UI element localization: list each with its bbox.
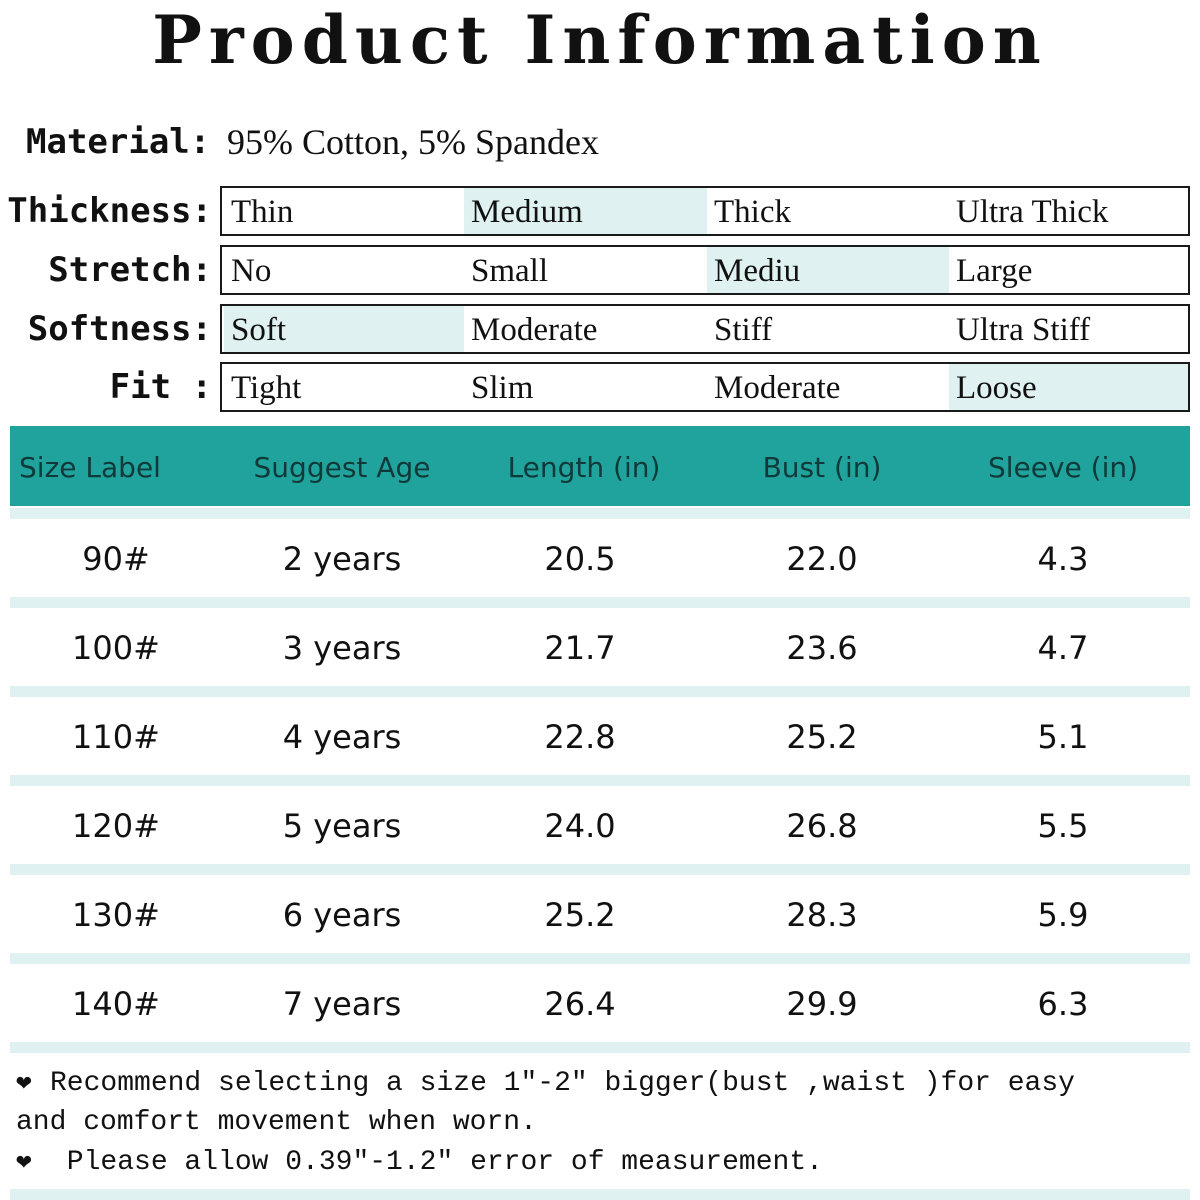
row-divider <box>10 686 1190 697</box>
table-row: 130# 6 years 25.2 28.3 5.9 <box>10 875 1190 953</box>
note-line-3: ❤ Please allow 0.39″-1.2″ error of measu… <box>16 1143 823 1182</box>
row-divider <box>10 775 1190 786</box>
attribute-label: Stretch: <box>48 250 212 290</box>
attribute-label: Softness: <box>27 309 212 349</box>
table-cell: 110# <box>72 718 160 756</box>
table-cell: 4.3 <box>1037 540 1089 578</box>
attribute-options: Soft Moderate Stiff Ultra Stiff <box>220 304 1190 354</box>
attribute-option: Moderate <box>714 370 841 406</box>
table-cell: 25.2 <box>786 718 858 756</box>
table-cell: 7 years <box>282 985 402 1023</box>
table-cell: 22.8 <box>544 718 616 756</box>
table-cell: 20.5 <box>544 540 616 578</box>
table-cell: 3 years <box>282 629 402 667</box>
attribute-option: Small <box>471 253 549 289</box>
table-cell: 100# <box>72 629 160 667</box>
table-cell: 90# <box>82 540 150 578</box>
table-cell: 5 years <box>282 807 402 845</box>
table-cell: 4.7 <box>1037 629 1089 667</box>
table-cell: 29.9 <box>786 985 858 1023</box>
material-value: 95% Cotton, 5% Spandex <box>227 122 599 162</box>
note-text-2: and comfort movement when worn. <box>16 1107 537 1138</box>
attribute-option-selected: Soft <box>224 306 464 352</box>
attribute-option: Thick <box>714 194 791 230</box>
column-header: Length (in) <box>507 451 661 484</box>
note-line-1: ❤ Recommend selecting a size 1″-2″ bigger… <box>16 1064 1075 1103</box>
table-cell: 23.6 <box>786 629 858 667</box>
heart-icon: ❤ <box>16 1147 32 1177</box>
size-table-header: Size Label Suggest Age Length (in) Bust (in… <box>10 426 1190 506</box>
table-cell: 5.9 <box>1037 896 1089 934</box>
attribute-label: Fit : <box>109 367 212 407</box>
attribute-option: Stiff <box>714 312 773 348</box>
column-header: Bust (in) <box>762 451 882 484</box>
table-cell: 5.5 <box>1037 807 1089 845</box>
attribute-option: Large <box>956 253 1033 289</box>
table-cell: 28.3 <box>786 896 858 934</box>
table-cell: 26.4 <box>544 985 616 1023</box>
table-cell: 22.0 <box>786 540 858 578</box>
table-row: 140# 7 years 26.4 29.9 6.3 <box>10 964 1190 1042</box>
table-row: 120# 5 years 24.0 26.8 5.5 <box>10 786 1190 864</box>
table-row: 110# 4 years 22.8 25.2 5.1 <box>10 697 1190 775</box>
page-title: Product Information <box>152 1 1048 79</box>
column-header: Sleeve (in) <box>987 451 1139 484</box>
row-divider <box>10 597 1190 608</box>
attribute-option: Slim <box>471 370 534 406</box>
attribute-row: Thickness: Thin Medium Thick Ultra Thick <box>0 186 1200 236</box>
row-divider <box>10 1042 1190 1053</box>
attribute-option: Ultra Stiff <box>956 312 1091 348</box>
attribute-row: Stretch: No Small Mediu Large <box>0 245 1200 295</box>
column-header: Suggest Age <box>253 451 431 484</box>
attribute-option: Ultra Thick <box>956 194 1109 230</box>
table-cell: 6 years <box>282 896 402 934</box>
column-header: Size Label <box>19 451 161 484</box>
attribute-option: Tight <box>231 370 302 406</box>
attribute-option: Moderate <box>471 312 598 348</box>
table-cell: 140# <box>72 985 160 1023</box>
attribute-label: Thickness: <box>7 191 212 231</box>
attribute-row: Fit : Tight Slim Moderate Loose <box>0 362 1200 412</box>
attribute-row: Softness: Soft Moderate Stiff Ultra Stiff <box>0 304 1200 354</box>
bottom-band <box>10 1189 1190 1200</box>
row-divider <box>10 508 1190 519</box>
attribute-options: No Small Mediu Large <box>220 245 1190 295</box>
table-cell: 24.0 <box>544 807 616 845</box>
attribute-option-selected: Medium <box>464 188 707 234</box>
note-text-1: Recommend selecting a size 1″-2″ bigger(… <box>50 1068 1075 1099</box>
table-row: 100# 3 years 21.7 23.6 4.7 <box>10 608 1190 686</box>
attribute-option-selected: Loose <box>949 364 1188 410</box>
table-row: 90# 2 years 20.5 22.0 4.3 <box>10 519 1190 597</box>
table-cell: 5.1 <box>1037 718 1089 756</box>
table-cell: 130# <box>72 896 160 934</box>
attribute-options: Tight Slim Moderate Loose <box>220 362 1190 412</box>
table-cell: 6.3 <box>1037 985 1089 1023</box>
attribute-options: Thin Medium Thick Ultra Thick <box>220 186 1190 236</box>
note-text-3: Please allow 0.39″-1.2″ error of measure… <box>50 1147 823 1178</box>
note-line-2: and comfort movement when worn. <box>16 1104 537 1142</box>
heart-icon: ❤ <box>16 1068 32 1098</box>
attribute-option: Thin <box>231 194 294 230</box>
table-cell: 120# <box>72 807 160 845</box>
attribute-option-selected: Mediu <box>707 247 949 293</box>
table-cell: 25.2 <box>544 896 616 934</box>
table-cell: 2 years <box>282 540 402 578</box>
row-divider <box>10 953 1190 964</box>
table-cell: 4 years <box>282 718 402 756</box>
row-divider <box>10 864 1190 875</box>
attribute-option: No <box>231 253 272 289</box>
material-label: Material: <box>26 122 211 162</box>
table-cell: 26.8 <box>786 807 858 845</box>
table-cell: 21.7 <box>544 629 616 667</box>
